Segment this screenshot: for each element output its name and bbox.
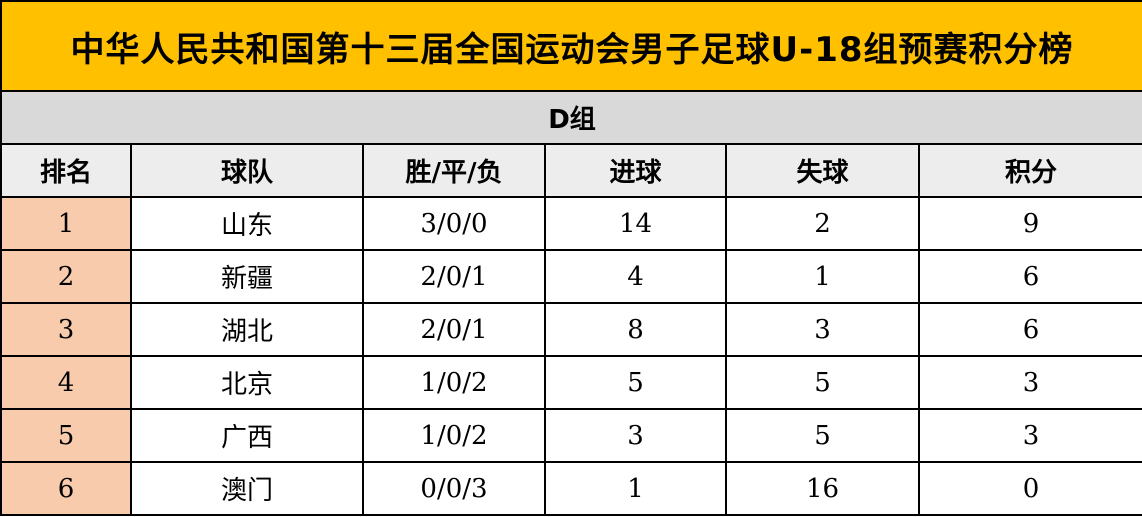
cell-goals-against: 5 <box>725 408 920 463</box>
cell-rank: 3 <box>0 302 132 357</box>
cell-points: 9 <box>917 196 1142 251</box>
cell-team: 新疆 <box>130 249 364 304</box>
cell-goals-against: 2 <box>725 196 920 251</box>
column-header-rank: 排名 <box>0 143 132 198</box>
cell-points: 0 <box>917 461 1142 516</box>
column-header-goals-against: 失球 <box>725 143 920 198</box>
cell-points: 6 <box>917 302 1142 357</box>
cell-goals-against: 5 <box>725 355 920 410</box>
header-row: 排名 球队 胜/平/负 进球 失球 积分 <box>0 143 1142 198</box>
cell-goals-for: 5 <box>544 355 727 410</box>
cell-win-draw-loss: 1/0/2 <box>362 408 546 463</box>
table-title: 中华人民共和国第十三届全国运动会男子足球U-18组预赛积分榜 <box>0 0 1142 92</box>
column-header-goals-for: 进球 <box>544 143 727 198</box>
cell-team: 北京 <box>130 355 364 410</box>
table-row: 3 湖北 2/0/1 8 3 6 <box>0 302 1142 357</box>
cell-points: 3 <box>917 408 1142 463</box>
cell-goals-for: 8 <box>544 302 727 357</box>
cell-goals-against: 3 <box>725 302 920 357</box>
cell-win-draw-loss: 0/0/3 <box>362 461 546 516</box>
cell-team: 山东 <box>130 196 364 251</box>
cell-rank: 2 <box>0 249 132 304</box>
cell-win-draw-loss: 3/0/0 <box>362 196 546 251</box>
cell-team: 湖北 <box>130 302 364 357</box>
cell-team: 澳门 <box>130 461 364 516</box>
cell-win-draw-loss: 2/0/1 <box>362 302 546 357</box>
cell-points: 6 <box>917 249 1142 304</box>
cell-rank: 4 <box>0 355 132 410</box>
column-header-win-draw-loss: 胜/平/负 <box>362 143 546 198</box>
cell-points: 3 <box>917 355 1142 410</box>
cell-rank: 5 <box>0 408 132 463</box>
cell-goals-for: 14 <box>544 196 727 251</box>
cell-goals-for: 4 <box>544 249 727 304</box>
table-row: 6 澳门 0/0/3 1 16 0 <box>0 461 1142 516</box>
cell-win-draw-loss: 2/0/1 <box>362 249 546 304</box>
table-row: 2 新疆 2/0/1 4 1 6 <box>0 249 1142 304</box>
cell-rank: 1 <box>0 196 132 251</box>
cell-team: 广西 <box>130 408 364 463</box>
table-row: 1 山东 3/0/0 14 2 9 <box>0 196 1142 251</box>
column-header-team: 球队 <box>130 143 364 198</box>
cell-win-draw-loss: 1/0/2 <box>362 355 546 410</box>
cell-rank: 6 <box>0 461 132 516</box>
table-row: 5 广西 1/0/2 3 5 3 <box>0 408 1142 463</box>
cell-goals-against: 1 <box>725 249 920 304</box>
cell-goals-against: 16 <box>725 461 920 516</box>
group-label: D组 <box>0 90 1142 145</box>
cell-goals-for: 3 <box>544 408 727 463</box>
cell-goals-for: 1 <box>544 461 727 516</box>
table-row: 4 北京 1/0/2 5 5 3 <box>0 355 1142 410</box>
column-header-points: 积分 <box>917 143 1142 198</box>
